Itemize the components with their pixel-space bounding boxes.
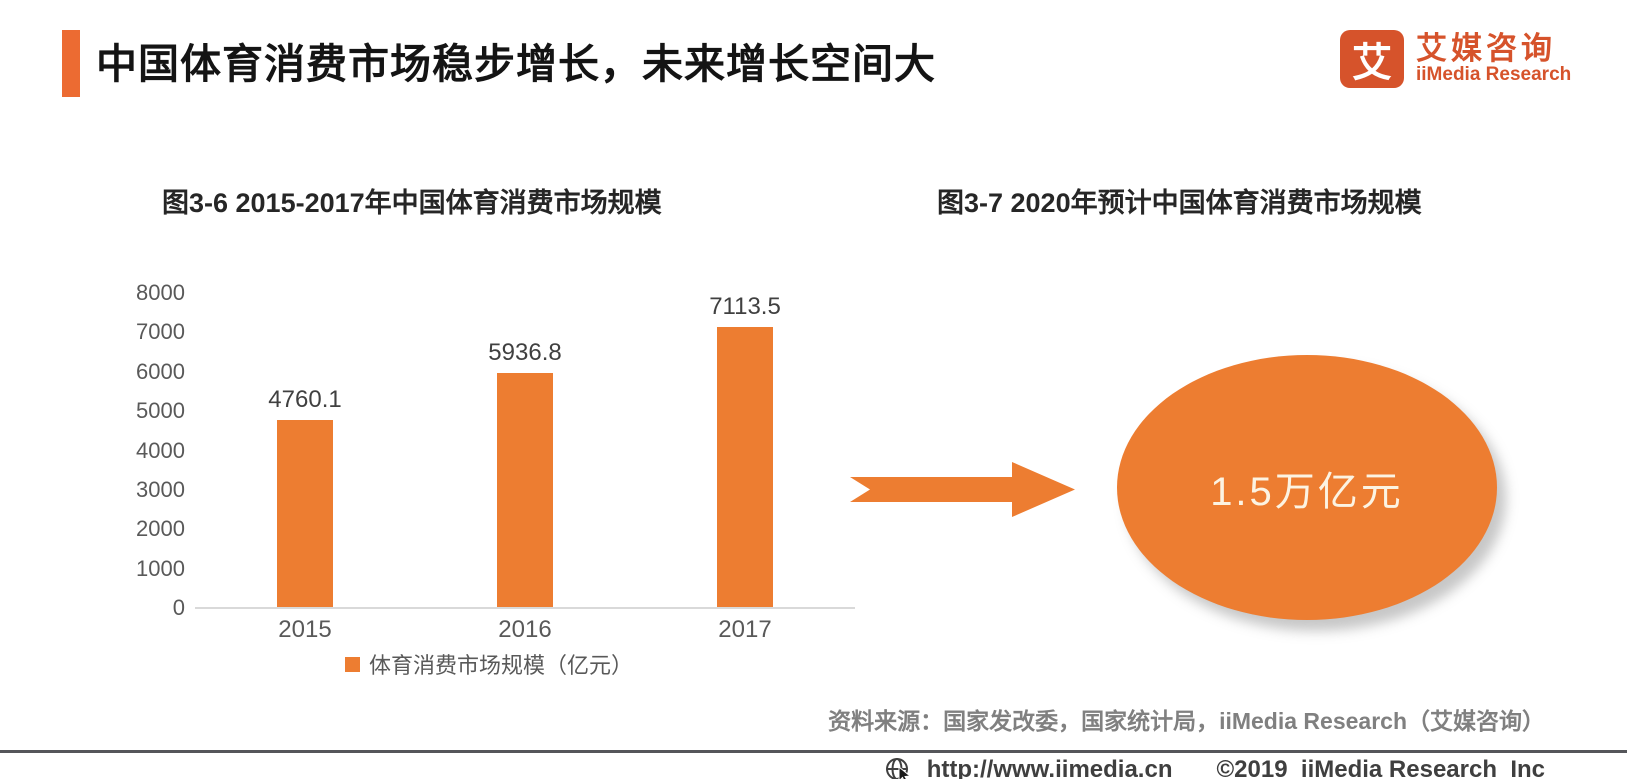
forecast-ellipse: 1.5万亿元: [1117, 355, 1497, 620]
title-accent-bar: [62, 30, 80, 97]
legend-label: 体育消费市场规模（亿元）: [369, 653, 634, 678]
logo-name-en: iiMedia Research: [1416, 64, 1572, 86]
x-axis-line: [195, 607, 855, 609]
bar-value-label: 4760.1: [268, 386, 342, 413]
y-axis-tick-label: 5000: [136, 398, 185, 424]
x-axis-category-label: 2017: [718, 616, 772, 643]
y-axis-tick-label: 1000: [136, 555, 185, 581]
mouse-cursor-icon: [898, 765, 911, 779]
bar-2017: [717, 327, 773, 607]
footer: http://www.iimedia.cn ©2019 iiMedia Rese…: [0, 756, 1545, 779]
footer-divider: [0, 750, 1627, 753]
iimedia-logo-icon: 艾: [1340, 30, 1404, 88]
source-note: 资料来源：国家发改委，国家统计局，iiMedia Research（艾媒咨询）: [828, 708, 1545, 734]
page-title: 中国体育消费市场稳步增长，未来增长空间大: [96, 41, 936, 87]
forecast-value: 1.5万亿元: [1210, 469, 1404, 514]
iimedia-logo: 艾 艾媒咨询 iiMedia Research: [1340, 30, 1571, 88]
y-axis-tick-label: 3000: [136, 476, 185, 502]
y-axis-tick-label: 6000: [136, 358, 185, 384]
forecast-chart-title: 图3-7 2020年预计中国体育消费市场规模: [937, 188, 1422, 218]
footer-copyright: ©2019 iiMedia Research Inc: [1216, 756, 1545, 779]
bar-2016: [497, 373, 553, 607]
y-axis-tick-label: 2000: [136, 516, 185, 542]
iimedia-logo-text: 艾媒咨询 iiMedia Research: [1416, 30, 1572, 86]
bar-chart-title: 图3-6 2015-2017年中国体育消费市场规模: [162, 188, 662, 218]
bar-value-label: 7113.5: [709, 293, 781, 320]
y-axis-tick-label: 7000: [136, 319, 185, 345]
footer-url-link[interactable]: http://www.iimedia.cn: [926, 756, 1173, 779]
y-axis-tick-label: 8000: [136, 280, 185, 305]
legend-swatch-icon: [345, 656, 360, 672]
bar-value-label: 5936.8: [488, 339, 562, 366]
globe-icon: [885, 757, 913, 779]
y-axis-tick-label: 0: [172, 595, 185, 620]
bar-2015: [277, 420, 333, 607]
chart-legend: 体育消费市场规模（亿元）: [345, 648, 633, 680]
x-axis-category-label: 2016: [498, 616, 552, 643]
right-arrow-icon: [850, 462, 1075, 517]
logo-name-cn: 艾媒咨询: [1416, 30, 1556, 66]
x-axis-category-label: 2015: [278, 616, 332, 643]
y-axis-tick-label: 4000: [136, 437, 185, 463]
